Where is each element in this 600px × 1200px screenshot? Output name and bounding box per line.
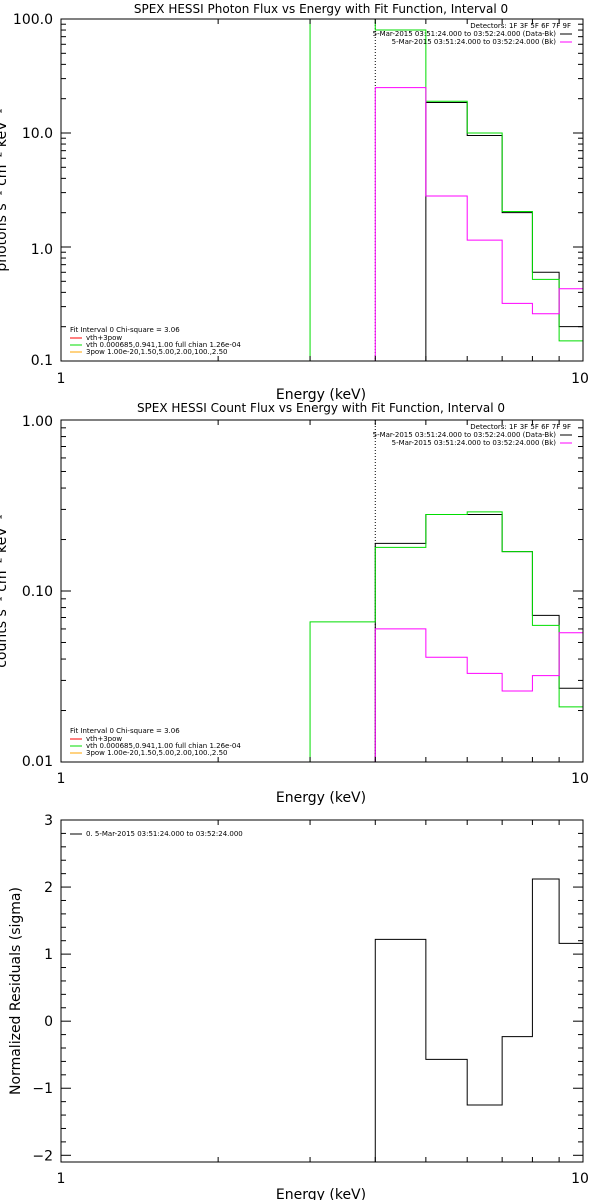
count-flux-legend: Detectors: 1F 3F 5F 6F 7F 9F 5-Mar-2015 … [70, 423, 572, 757]
photon-legend-detectors: Detectors: 1F 3F 5F 6F 7F 9F [470, 22, 571, 30]
count-legend-fit: Fit Interval 0 Chi-square = 3.06 [70, 727, 180, 735]
photon-y-axis-label: photons s⁻¹ cm⁻² keV⁻¹ [0, 108, 10, 271]
residuals-y-tick-labels: −2 −1 0 1 2 3 [32, 813, 53, 1164]
photon-x-tick-label-10: 10 [571, 371, 589, 387]
count-y-axis-label: counts s⁻¹ cm⁻² keV⁻¹ [0, 514, 10, 668]
count-series-1-line [309, 511, 584, 762]
photon-series-0-line [425, 102, 584, 361]
residuals-x-tick-label-1: 1 [57, 1171, 66, 1187]
count-y-tick-label-0.01: 0.01 [22, 754, 53, 770]
count-legend-total: vth+3pow [86, 735, 122, 743]
count-flux-series [309, 420, 584, 762]
residuals-axes [60, 820, 584, 1162]
residual-series-0-line [374, 878, 584, 1162]
count-series-0-line [374, 514, 584, 762]
photon-x-axis-label: Energy (keV) [276, 387, 366, 403]
residual-y-tick-label: 1 [44, 947, 53, 963]
photon-flux-frame [60, 18, 584, 362]
count-legend-detectors: Detectors: 1F 3F 5F 6F 7F 9F [470, 423, 571, 431]
count-flux-axes [60, 419, 584, 763]
count-legend-bk: 5-Mar-2015 03:51:24.000 to 03:52:24.000 … [392, 439, 557, 447]
residuals-legend-label: 0. 5-Mar-2015 03:51:24.000 to 03:52:24.0… [86, 830, 243, 838]
photon-legend-vth: vth 0.000685,0.941,1.00 full chian 1.26e… [86, 341, 241, 349]
photon-legend-data-bk: 5-Mar-2015 03:51:24.000 to 03:52:24.000 … [373, 30, 557, 38]
residual-y-tick-label: 0 [44, 1014, 53, 1030]
photon-legend-bk: 5-Mar-2015 03:51:24.000 to 03:52:24.000 … [392, 38, 557, 46]
count-legend-data-bk: 5-Mar-2015 03:51:24.000 to 03:52:24.000 … [373, 431, 557, 439]
photon-series-1-line [309, 18, 584, 361]
photon-flux-panel: SPEX HESSI Photon Flux vs Energy with Fi… [0, 2, 589, 403]
residual-y-tick-label: 3 [44, 813, 53, 829]
photon-legend-3pow: 3pow 1.00e-20,1.50,5.00,2.00,100.,2.50 [86, 348, 228, 356]
photon-flux-axes [60, 18, 584, 362]
residual-y-tick-label: 2 [44, 880, 53, 896]
residuals-series [374, 878, 584, 1162]
residuals-x-tick-label-10: 10 [571, 1171, 589, 1187]
photon-x-tick-label-1: 1 [57, 371, 66, 387]
count-series-2-line [374, 628, 584, 762]
photon-flux-series [309, 18, 584, 361]
photon-flux-title: SPEX HESSI Photon Flux vs Energy with Fi… [134, 2, 508, 16]
count-flux-frame [60, 419, 584, 763]
count-legend-vth: vth 0.000685,0.941,1.00 full chian 1.26e… [86, 742, 241, 750]
count-y-tick-label-0.10: 0.10 [22, 584, 53, 600]
residuals-frame [60, 819, 584, 1163]
count-x-tick-label-1: 1 [57, 771, 66, 787]
photon-y-tick-label-100.0: 100.0 [13, 12, 53, 28]
residual-y-tick-label: −1 [32, 1081, 53, 1097]
photon-y-tick-label-1.0: 1.0 [31, 242, 53, 258]
count-flux-panel: SPEX HESSI Count Flux vs Energy with Fit… [0, 401, 589, 806]
residual-y-tick-label: −2 [32, 1148, 53, 1164]
count-x-axis-label: Energy (keV) [276, 790, 366, 806]
count-x-tick-label-10: 10 [571, 771, 589, 787]
count-legend-3pow: 3pow 1.00e-20,1.50,5.00,2.00,100.,2.50 [86, 749, 228, 757]
photon-series-2-line [374, 87, 584, 361]
photon-y-tick-label-0.1: 0.1 [31, 353, 53, 369]
count-flux-title: SPEX HESSI Count Flux vs Energy with Fit… [137, 401, 505, 415]
residuals-x-axis-label: Energy (keV) [276, 1187, 366, 1200]
residuals-panel: 1 10 −2 −1 0 1 2 3 Energy (keV) Normalized Re… [8, 813, 589, 1200]
photon-legend-total: vth+3pow [86, 334, 122, 342]
residuals-legend: 0. 5-Mar-2015 03:51:24.000 to 03:52:24.0… [70, 830, 243, 838]
photon-legend-fit: Fit Interval 0 Chi-square = 3.06 [70, 326, 180, 334]
count-y-tick-label-1.00: 1.00 [22, 414, 53, 430]
residuals-y-axis-label: Normalized Residuals (sigma) [8, 887, 24, 1095]
photon-y-tick-label-10.0: 10.0 [22, 126, 53, 142]
photon-flux-legend: Detectors: 1F 3F 5F 6F 7F 9F 5-Mar-2015 … [70, 22, 572, 356]
